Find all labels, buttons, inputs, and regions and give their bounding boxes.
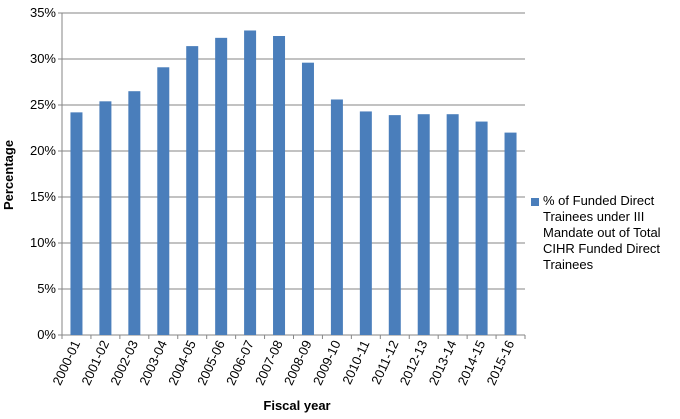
bar [301,62,314,336]
x-axis-title: Fiscal year [263,398,330,413]
bar [70,112,83,335]
y-tick-label: 35% [30,5,56,20]
bar [99,101,112,335]
bar [215,37,228,336]
y-tick-label: 25% [30,97,56,112]
y-tick-label: 10% [30,235,56,250]
bar [273,36,286,335]
bar [475,121,488,335]
bar [359,111,372,335]
bar [186,46,199,336]
bar [128,91,141,335]
y-tick-label: 30% [30,51,56,66]
y-tick-label: 20% [30,143,56,158]
legend-swatch [531,198,539,206]
bar [157,67,170,335]
bar [446,114,459,335]
bar [388,115,401,336]
bar [244,30,257,335]
bar [417,114,430,335]
legend-label: % of Funded Direct Trainees under III Ma… [543,193,661,272]
legend: % of Funded Direct Trainees under III Ma… [531,193,679,273]
y-tick-label: 15% [30,189,56,204]
bar [330,99,343,335]
x-tick-label: 2015-16 [483,338,517,388]
bar [504,132,517,335]
y-axis-title: Percentage [1,140,16,210]
y-tick-label: 0% [37,327,56,342]
y-tick-label: 5% [37,281,56,296]
